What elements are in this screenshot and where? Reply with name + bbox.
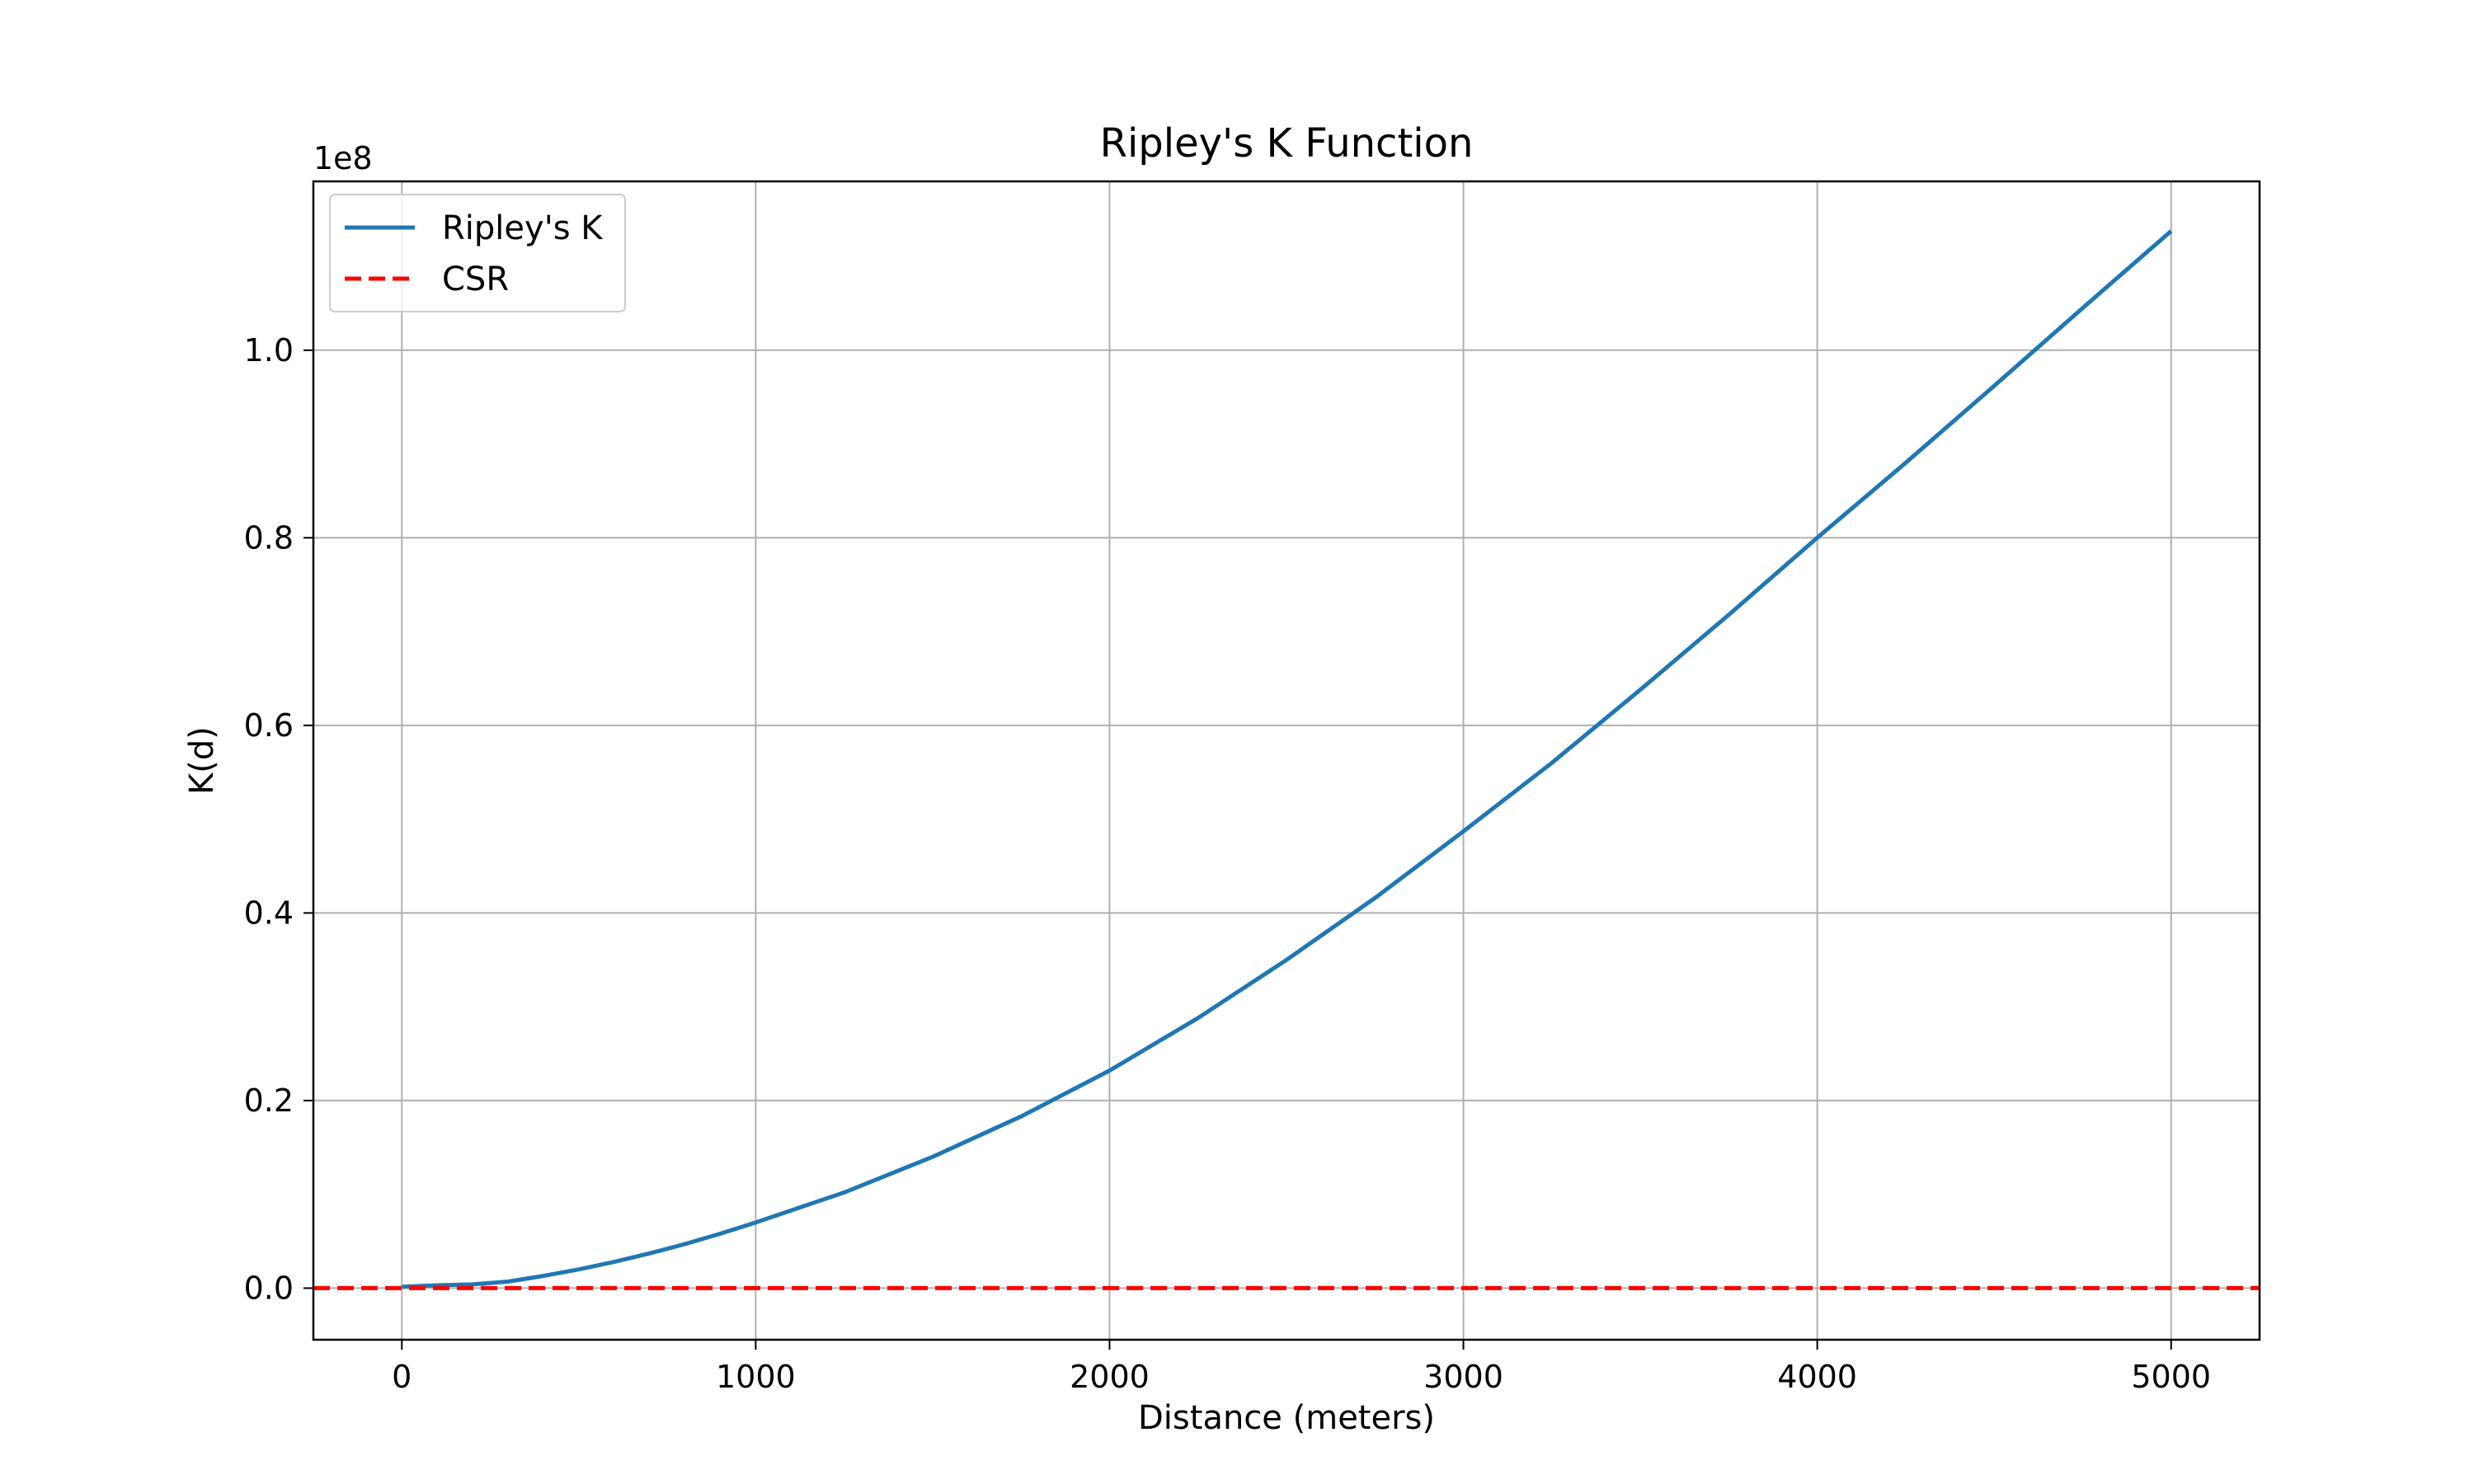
axis-ticks: 0 1000 2000 3000 4000 5000 0.0 0.2 0.4 0.6 0.8 1.0 [244, 332, 2212, 1395]
plot-frame [312, 180, 2261, 1341]
legend-label-csr: CSR [442, 261, 509, 298]
y-tick-label: 0.4 [244, 895, 294, 931]
x-tick-label: 3000 [1423, 1359, 1503, 1395]
legend-box [329, 194, 626, 312]
x-tick-label: 4000 [1777, 1359, 1857, 1395]
chart-title: Ripley's K Function [1100, 120, 1474, 167]
y-tick-label: 0.2 [244, 1082, 294, 1119]
y-tick-label: 1.0 [244, 332, 294, 369]
x-tick-label: 1000 [716, 1359, 796, 1395]
x-tick-label: 0 [392, 1359, 412, 1395]
legend-label-ripleys-k: Ripley's K [442, 209, 604, 247]
y-axis-label: K(d) [183, 726, 221, 795]
y-axis-offset-label: 1e8 [313, 140, 373, 176]
series-line-ripleys-k [402, 229, 2173, 1289]
legend: Ripley's K CSR [329, 194, 626, 312]
grid [313, 181, 2260, 1340]
y-tick-label: 0.6 [244, 707, 294, 744]
y-tick-label: 0.0 [244, 1270, 294, 1306]
x-tick-label: 5000 [2131, 1359, 2211, 1395]
x-tick-label: 2000 [1070, 1359, 1150, 1395]
x-axis-label: Distance (meters) [1138, 1399, 1435, 1437]
y-tick-label: 0.8 [244, 519, 294, 556]
plot-series [313, 229, 2260, 1290]
